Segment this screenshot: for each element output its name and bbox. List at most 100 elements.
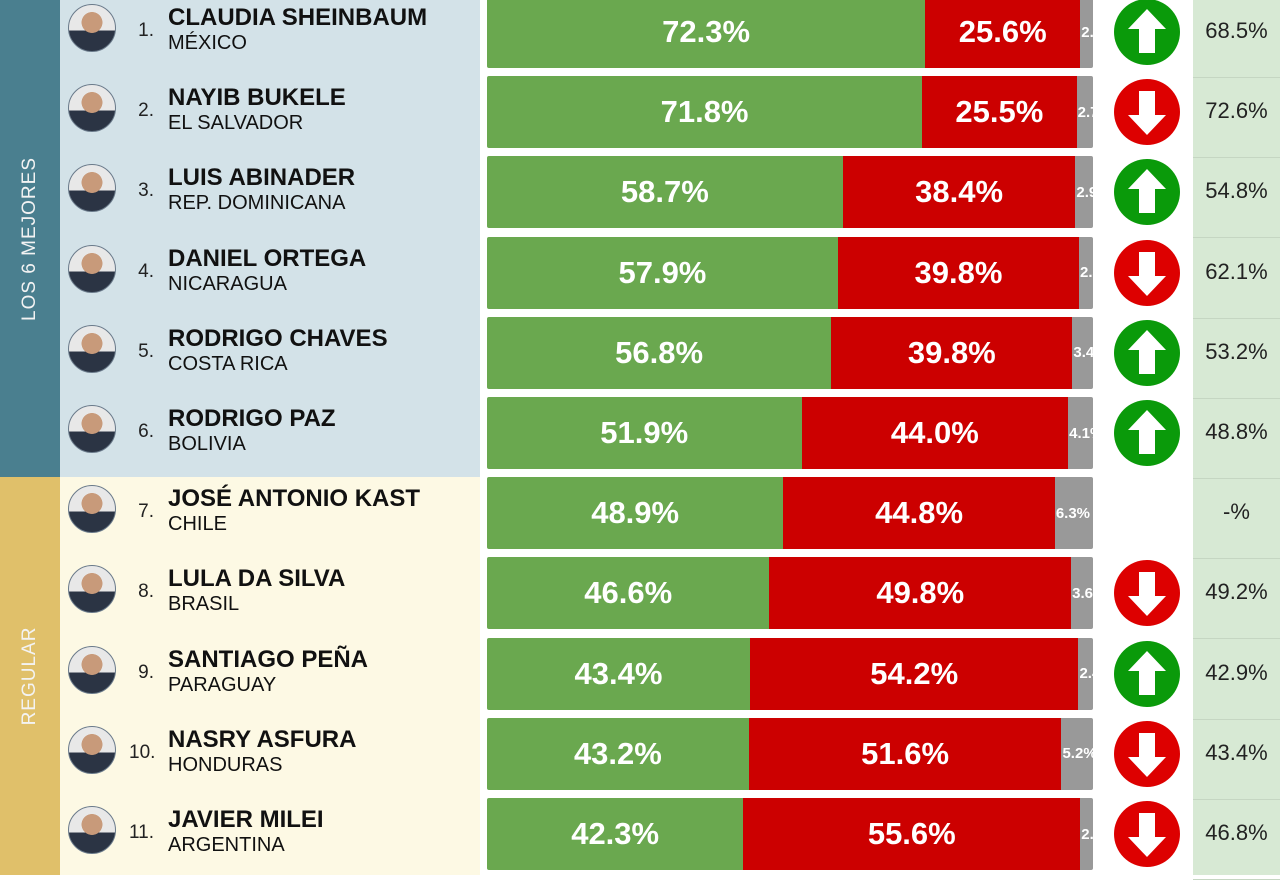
neutral-segment: 2.1% xyxy=(1080,798,1093,870)
approve-segment: 46.6% xyxy=(487,557,770,630)
approval-bar: 42.3% 55.6% 2.1% xyxy=(487,798,1093,870)
rank: 3. xyxy=(138,180,154,202)
disapprove-segment: 39.8% xyxy=(831,316,1073,389)
previous-column-bg xyxy=(1193,0,1280,875)
avatar xyxy=(68,164,116,213)
arrow-down-icon xyxy=(1114,560,1180,627)
avatar xyxy=(68,4,116,52)
approve-segment: 43.2% xyxy=(487,717,749,790)
avatar xyxy=(68,324,116,373)
avatar xyxy=(68,405,116,453)
country: HONDURAS xyxy=(168,753,283,776)
leader-name: RODRIGO PAZ xyxy=(168,405,336,432)
rank: 1. xyxy=(138,20,154,41)
disapprove-segment: 25.5% xyxy=(922,76,1077,149)
country: MÉXICO xyxy=(168,32,247,54)
leader-name: NASRY ASFURA xyxy=(168,725,357,753)
neutral-segment: 4.1% xyxy=(1068,397,1093,469)
disapprove-segment: 39.8% xyxy=(837,236,1080,309)
approve-segment: 72.3% xyxy=(487,0,926,68)
neutral-segment: 5.2% xyxy=(1061,717,1093,790)
approval-bar: 46.6% 49.8% 3.6% xyxy=(487,557,1093,630)
leader-name: SANTIAGO PEÑA xyxy=(168,645,369,673)
table-row: 1. CLAUDIA SHEINBAUM MÉXICO 72.3% 25.6% … xyxy=(0,0,1280,78)
arrow-up-icon xyxy=(1114,640,1180,707)
disapprove-segment: 54.2% xyxy=(750,637,1079,710)
country: PARAGUAY xyxy=(168,673,277,696)
table-row: 9. SANTIAGO PEÑA PARAGUAY 43.4% 54.2% 2.… xyxy=(0,637,1280,720)
avatar xyxy=(68,806,116,854)
approve-segment: 42.3% xyxy=(487,798,744,870)
previous-value: 43.4% xyxy=(1193,720,1280,800)
rank: 8. xyxy=(138,581,154,603)
approval-bar: 71.8% 25.5% 2.7% xyxy=(487,76,1093,149)
table-row: 3. LUIS ABINADER REP. DOMINICANA 58.7% 3… xyxy=(0,156,1280,239)
previous-value: 42.9% xyxy=(1193,640,1280,720)
approve-segment: 56.8% xyxy=(487,316,832,389)
leader-name: JAVIER MILEI xyxy=(168,806,324,833)
approval-bar: 48.9% 44.8% 6.3% xyxy=(487,477,1093,550)
table-row: 7. JOSÉ ANTONIO KAST CHILE 48.9% 44.8% 6… xyxy=(0,477,1280,560)
approval-bar: 58.7% 38.4% 2.9% xyxy=(487,156,1093,229)
avatar xyxy=(68,244,116,293)
previous-value: 53.2% xyxy=(1193,319,1280,399)
table-row: 10. NASRY ASFURA HONDURAS 43.2% 51.6% 5.… xyxy=(0,717,1280,800)
table-row: 8. LULA DA SILVA BRASIL 46.6% 49.8% 3.6%… xyxy=(0,557,1280,640)
table-row: 6. RODRIGO PAZ BOLIVIA 51.9% 44.0% 4.1% … xyxy=(0,397,1280,479)
arrow-down-icon xyxy=(1114,79,1180,146)
arrow-down-icon xyxy=(1114,720,1180,787)
approve-segment: 58.7% xyxy=(487,156,843,229)
table-row: 11. JAVIER MILEI ARGENTINA 42.3% 55.6% 2… xyxy=(0,798,1280,880)
rank: 10. xyxy=(129,741,156,763)
previous-value: 68.5% xyxy=(1193,0,1280,78)
previous-value: -% xyxy=(1193,479,1280,560)
previous-value: 49.2% xyxy=(1193,559,1280,640)
disapprove-segment: 25.6% xyxy=(925,0,1081,68)
group-background xyxy=(60,477,480,875)
previous-value: 48.8% xyxy=(1193,399,1280,479)
disapprove-segment: 44.0% xyxy=(801,397,1069,469)
country: ARGENTINA xyxy=(168,834,285,856)
disapprove-segment: 51.6% xyxy=(748,717,1062,790)
table-row: 4. DANIEL ORTEGA NICARAGUA 57.9% 39.8% 2… xyxy=(0,236,1280,319)
approval-bar: 72.3% 25.6% 2.1% xyxy=(487,0,1093,68)
rank: 4. xyxy=(138,260,154,282)
approve-segment: 51.9% xyxy=(487,397,802,469)
arrow-up-icon xyxy=(1114,0,1180,65)
neutral-segment: 2.3% xyxy=(1079,236,1093,309)
approve-segment: 71.8% xyxy=(487,76,923,149)
rank: 2. xyxy=(138,100,154,122)
approve-segment: 57.9% xyxy=(487,236,838,309)
disapprove-segment: 38.4% xyxy=(842,156,1076,229)
approval-bar: 43.2% 51.6% 5.2% xyxy=(487,717,1093,790)
avatar xyxy=(68,645,116,694)
rank: 11. xyxy=(129,822,155,843)
country: REP. DOMINICANA xyxy=(168,192,346,215)
leader-name: RODRIGO CHAVES xyxy=(168,324,388,352)
approval-bar: 43.4% 54.2% 2.4% xyxy=(487,637,1093,710)
previous-value: 46.8% xyxy=(1193,800,1280,880)
arrow-up-icon xyxy=(1114,319,1180,386)
previous-value: 54.8% xyxy=(1193,158,1280,239)
approval-bar: 57.9% 39.8% 2.3% xyxy=(487,236,1093,309)
neutral-segment: 3.6% xyxy=(1071,557,1093,630)
rank: 9. xyxy=(138,661,154,683)
neutral-segment: 2.7% xyxy=(1076,76,1093,149)
arrow-down-icon xyxy=(1114,801,1180,867)
avatar xyxy=(68,485,116,534)
leader-name: NAYIB BUKELE xyxy=(168,84,346,112)
arrow-up-icon xyxy=(1114,159,1180,226)
neutral-segment: 2.1% xyxy=(1080,0,1093,68)
avatar xyxy=(68,725,116,774)
arrow-down-icon xyxy=(1114,239,1180,306)
disapprove-segment: 55.6% xyxy=(743,798,1081,870)
neutral-segment: 3.4% xyxy=(1072,316,1093,389)
disapprove-segment: 49.8% xyxy=(769,557,1072,630)
previous-value: 62.1% xyxy=(1193,239,1280,319)
country: BOLIVIA xyxy=(168,433,246,455)
avatar xyxy=(68,84,116,133)
rank: 5. xyxy=(138,340,154,362)
country: CHILE xyxy=(168,513,227,536)
rank: 6. xyxy=(138,421,154,442)
table-row: 2. NAYIB BUKELE EL SALVADOR 71.8% 25.5% … xyxy=(0,76,1280,159)
